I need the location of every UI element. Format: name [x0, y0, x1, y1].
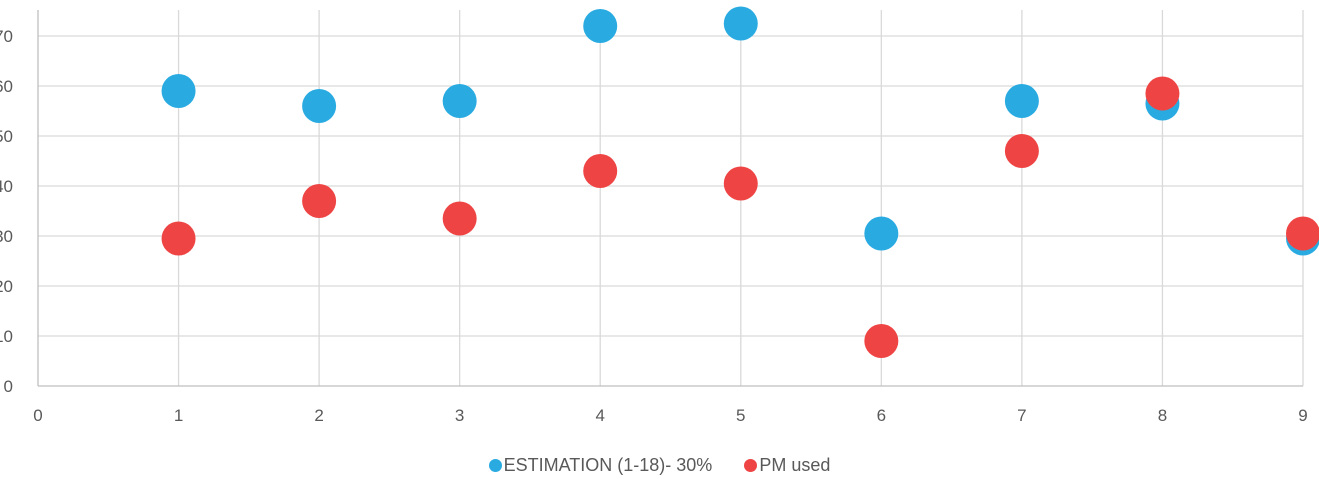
x-tick-label: 6 [877, 406, 886, 425]
data-point-series-2 [442, 201, 477, 236]
data-point-series-1 [442, 84, 477, 118]
x-tick-label: 9 [1298, 406, 1307, 425]
data-point-series-2 [723, 166, 758, 201]
y-tick-label: 10 [0, 327, 13, 346]
data-point-series-1 [583, 9, 618, 43]
legend-label-series-2: PM used [759, 455, 831, 475]
y-tick-label: 60 [0, 77, 13, 96]
data-point-series-2 [1145, 76, 1180, 111]
data-point-series-2 [864, 324, 899, 358]
x-tick-label: 7 [1017, 406, 1026, 425]
data-point-series-1 [161, 74, 196, 108]
y-tick-label: 20 [0, 277, 13, 296]
data-point-series-1 [723, 6, 758, 41]
y-tick-label: 0 [4, 377, 13, 396]
data-point-series-1 [302, 89, 337, 123]
legend-item-series-2: PM used [744, 455, 830, 476]
chart-legend: ESTIMATION (1-18)- 30% PM used [0, 455, 1319, 476]
y-tick-label: 30 [0, 227, 13, 246]
grid-lines [38, 10, 1304, 386]
data-point-series-2 [161, 221, 196, 256]
legend-item-series-1: ESTIMATION (1-18)- 30% [488, 455, 713, 476]
legend-label-series-1: ESTIMATION (1-18)- 30% [503, 455, 713, 475]
data-point-series-2 [1286, 216, 1319, 251]
x-tick-label: 0 [33, 406, 42, 425]
data-point-series-1 [864, 216, 899, 251]
x-tick-label: 1 [174, 406, 183, 425]
y-tick-label: 70 [0, 27, 13, 46]
data-point-series-2 [302, 184, 337, 218]
x-tick-label: 2 [314, 406, 323, 425]
y-tick-label: 40 [0, 177, 13, 196]
x-tick-label: 5 [736, 406, 745, 425]
x-tick-label: 3 [455, 406, 464, 425]
x-tick-label: 4 [595, 406, 604, 425]
data-point-series-2 [583, 154, 618, 188]
axes [37, 10, 1303, 387]
x-tick-label: 8 [1158, 406, 1167, 425]
legend-marker-series-2 [744, 459, 758, 472]
legend-marker-series-1 [488, 459, 502, 472]
data-point-series-2 [1004, 134, 1039, 168]
data-point-series-1 [1004, 84, 1039, 118]
tick-labels: 0 10 20 30 40 50 60 70 0 1 2 3 4 5 6 7 8 9 [0, 27, 1308, 425]
y-tick-label: 50 [0, 127, 13, 146]
data-points [161, 6, 1319, 358]
